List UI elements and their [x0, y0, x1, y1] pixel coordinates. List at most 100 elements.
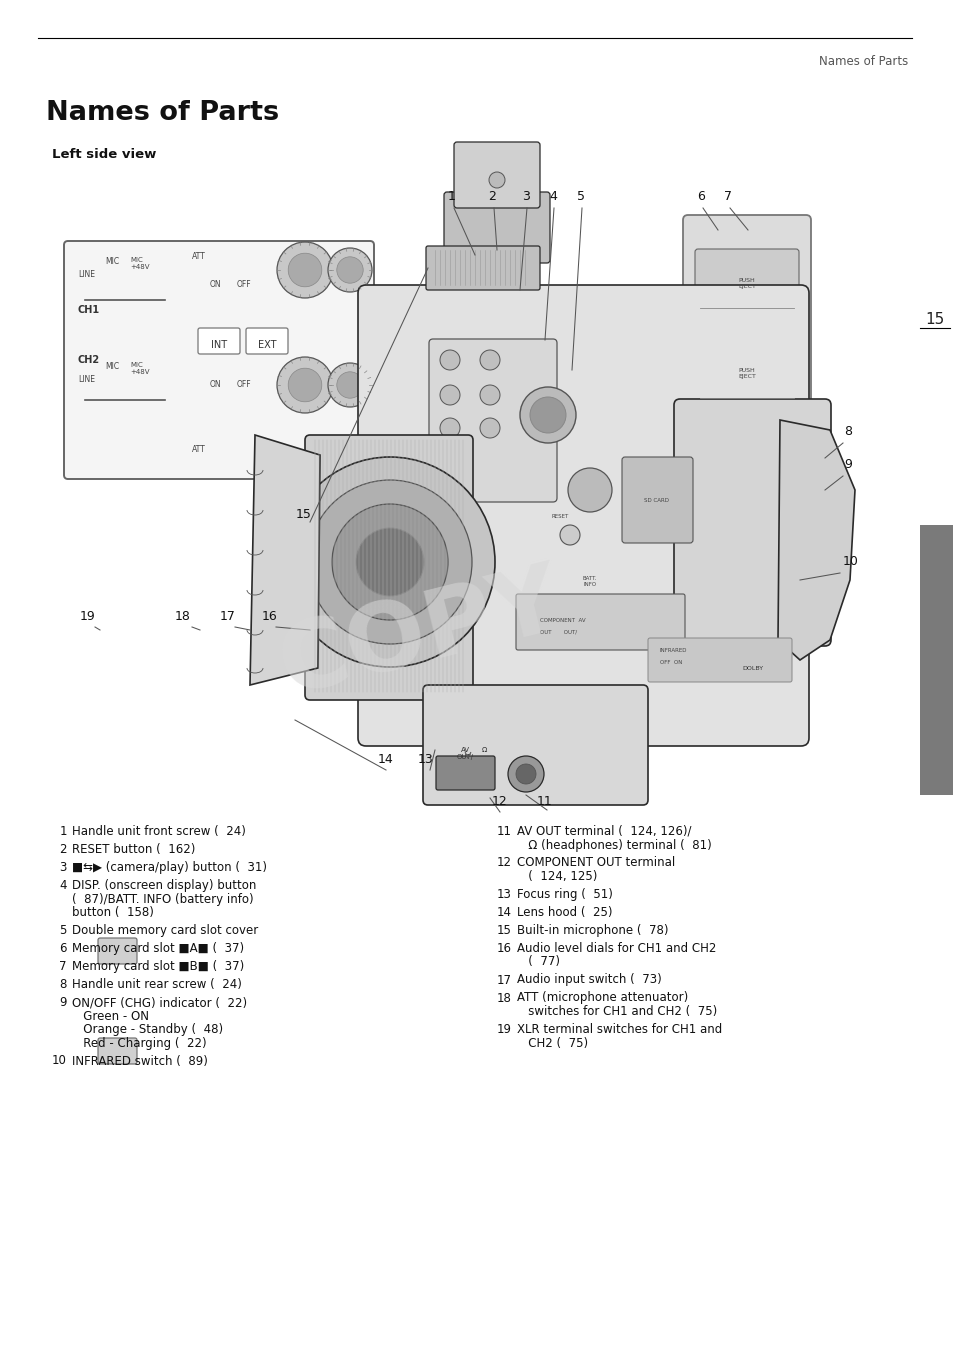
FancyBboxPatch shape: [682, 215, 810, 425]
Text: 18: 18: [497, 991, 512, 1005]
Text: ON/OFF (CHG) indicator (  22): ON/OFF (CHG) indicator ( 22): [71, 996, 247, 1009]
Circle shape: [530, 397, 565, 433]
FancyBboxPatch shape: [422, 685, 647, 804]
FancyBboxPatch shape: [673, 399, 830, 646]
Text: AV
OUT/: AV OUT/: [456, 748, 473, 760]
FancyBboxPatch shape: [64, 241, 374, 479]
Text: Handle unit front screw (  24): Handle unit front screw ( 24): [71, 825, 246, 838]
Text: Ω (headphones) terminal (  81): Ω (headphones) terminal ( 81): [517, 838, 711, 852]
Text: 7: 7: [723, 191, 731, 203]
Text: Memory card slot ■B■ (  37): Memory card slot ■B■ ( 37): [71, 960, 244, 973]
Text: (  87)/BATT. INFO (battery info): ( 87)/BATT. INFO (battery info): [71, 892, 253, 906]
FancyBboxPatch shape: [198, 329, 240, 354]
Text: INFRARED switch (  89): INFRARED switch ( 89): [71, 1055, 208, 1068]
Polygon shape: [778, 420, 854, 660]
Circle shape: [559, 525, 579, 545]
Text: 16: 16: [497, 942, 512, 955]
Text: 3: 3: [521, 191, 529, 203]
FancyBboxPatch shape: [443, 192, 550, 264]
Text: LINE: LINE: [78, 270, 95, 279]
Circle shape: [479, 350, 499, 370]
Text: 4: 4: [548, 191, 557, 203]
Text: Names of Parts: Names of Parts: [818, 55, 907, 68]
Circle shape: [276, 242, 333, 297]
Text: 6: 6: [59, 942, 67, 955]
FancyBboxPatch shape: [621, 457, 692, 544]
Text: 17: 17: [497, 973, 512, 987]
Text: 7: 7: [59, 960, 67, 973]
Text: 15: 15: [497, 923, 512, 937]
Text: ON: ON: [210, 280, 221, 289]
Text: MIC
+48V: MIC +48V: [130, 257, 150, 270]
Text: 5: 5: [59, 923, 67, 937]
Text: 2: 2: [59, 844, 67, 856]
FancyBboxPatch shape: [695, 249, 799, 314]
Text: CH1: CH1: [78, 306, 100, 315]
Text: 19: 19: [80, 610, 95, 623]
Text: OFF: OFF: [236, 280, 252, 289]
FancyBboxPatch shape: [429, 339, 557, 502]
Text: 10: 10: [52, 1055, 67, 1068]
Text: DOLBY: DOLBY: [741, 667, 762, 671]
Circle shape: [276, 357, 333, 412]
Text: XLR terminal switches for CH1 and: XLR terminal switches for CH1 and: [517, 1023, 721, 1036]
Text: Lens hood (  25): Lens hood ( 25): [517, 906, 612, 919]
Text: Audio input switch (  73): Audio input switch ( 73): [517, 973, 661, 987]
Circle shape: [439, 350, 459, 370]
Text: ■⇆▶ (camera/play) button (  31): ■⇆▶ (camera/play) button ( 31): [71, 861, 267, 873]
Text: SD CARD: SD CARD: [644, 498, 669, 503]
FancyBboxPatch shape: [357, 285, 808, 746]
Text: OFF: OFF: [236, 380, 252, 389]
Circle shape: [479, 418, 499, 438]
Circle shape: [516, 764, 536, 784]
Text: Green - ON: Green - ON: [71, 1010, 149, 1022]
Text: ATT: ATT: [192, 445, 206, 454]
Text: 8: 8: [843, 425, 851, 438]
Text: Ω: Ω: [481, 748, 486, 753]
Text: AV OUT terminal (  124, 126)/: AV OUT terminal ( 124, 126)/: [517, 825, 691, 838]
Text: Handle unit rear screw (  24): Handle unit rear screw ( 24): [71, 977, 242, 991]
Circle shape: [285, 457, 495, 667]
Text: DISP. (onscreen display) button: DISP. (onscreen display) button: [71, 879, 256, 892]
Circle shape: [507, 756, 543, 792]
Text: button (  158): button ( 158): [71, 906, 153, 919]
Text: 13: 13: [417, 753, 434, 767]
Text: Focus ring (  51): Focus ring ( 51): [517, 888, 612, 900]
Text: Left side view: Left side view: [52, 147, 156, 161]
Text: COPY: COPY: [269, 556, 570, 714]
Text: 13: 13: [497, 888, 512, 900]
Text: PUSH
EJECT: PUSH EJECT: [738, 279, 755, 289]
FancyBboxPatch shape: [454, 142, 539, 208]
Text: 6: 6: [697, 191, 704, 203]
Text: 15: 15: [924, 312, 943, 327]
Text: COMPONENT OUT terminal: COMPONENT OUT terminal: [517, 857, 675, 869]
Circle shape: [439, 418, 459, 438]
Text: CH2: CH2: [78, 356, 100, 365]
Text: OUT       OUT/: OUT OUT/: [539, 630, 577, 635]
Text: Memory card slot ■A■ (  37): Memory card slot ■A■ ( 37): [71, 942, 244, 955]
Text: BATT.
INFO: BATT. INFO: [582, 576, 597, 587]
Text: Double memory card slot cover: Double memory card slot cover: [71, 923, 258, 937]
Text: 16: 16: [262, 610, 277, 623]
Circle shape: [288, 253, 321, 287]
Text: 2: 2: [488, 191, 496, 203]
Text: Audio level dials for CH1 and CH2: Audio level dials for CH1 and CH2: [517, 942, 716, 955]
Bar: [919, 525, 953, 795]
Text: Orange - Standby (  48): Orange - Standby ( 48): [71, 1023, 223, 1036]
Text: RESET: RESET: [551, 514, 568, 519]
Text: PUSH
EJECT: PUSH EJECT: [738, 368, 755, 379]
Circle shape: [308, 480, 472, 644]
Polygon shape: [250, 435, 319, 685]
Circle shape: [439, 385, 459, 406]
Text: 11: 11: [537, 795, 552, 808]
Text: 15: 15: [295, 508, 312, 521]
FancyBboxPatch shape: [436, 756, 495, 790]
Circle shape: [489, 172, 504, 188]
Text: 1: 1: [448, 191, 456, 203]
Text: MIC: MIC: [105, 257, 119, 266]
Text: 9: 9: [59, 996, 67, 1009]
Circle shape: [288, 368, 321, 402]
Text: 19: 19: [497, 1023, 512, 1036]
Text: 18: 18: [174, 610, 191, 623]
FancyBboxPatch shape: [426, 246, 539, 289]
